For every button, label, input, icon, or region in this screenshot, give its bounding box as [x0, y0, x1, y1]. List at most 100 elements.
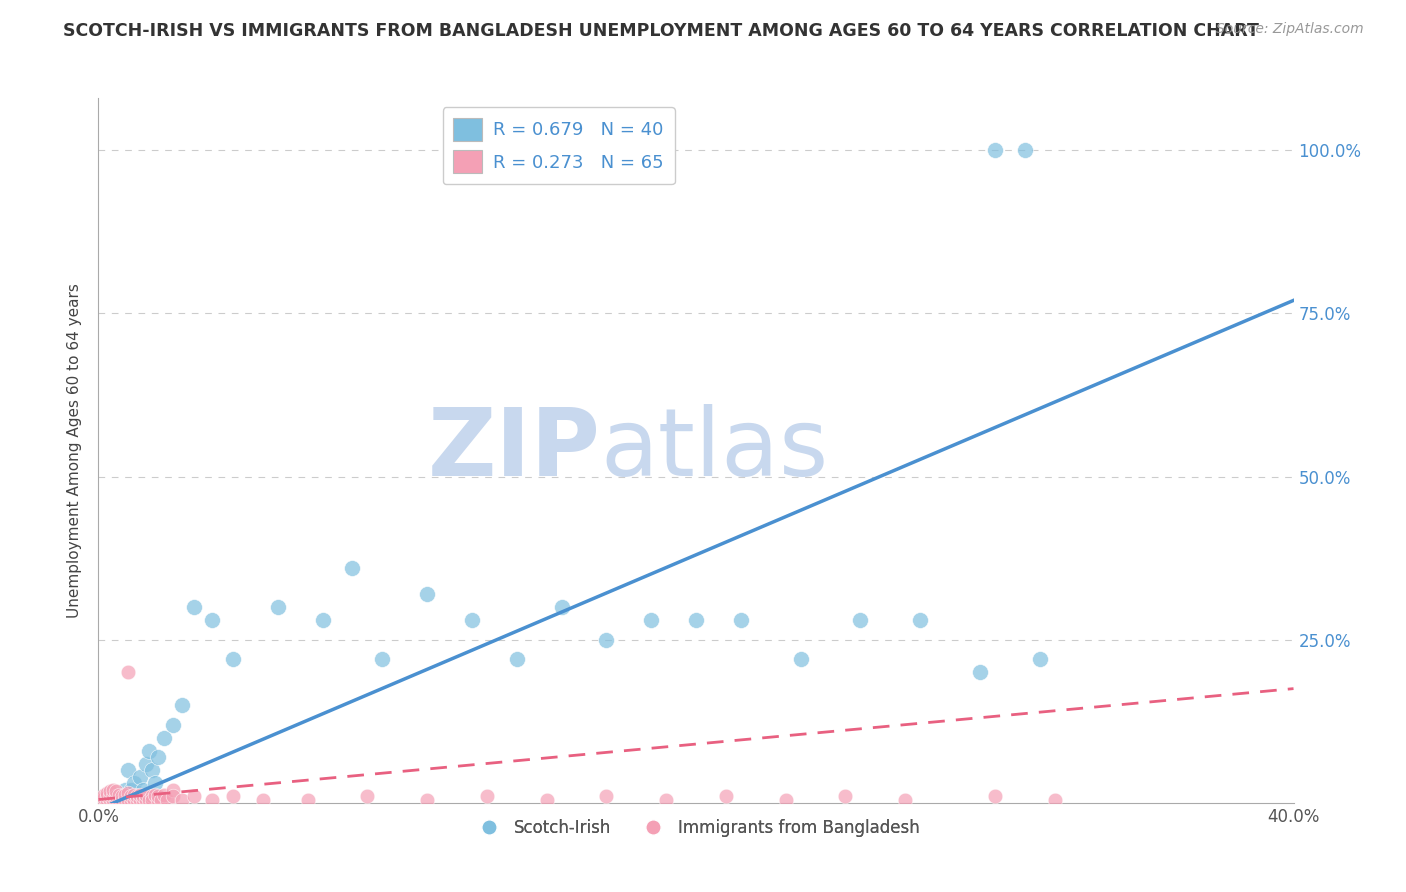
- Point: [132, 782, 155, 797]
- Text: atlas: atlas: [600, 404, 828, 497]
- Point: [984, 789, 1007, 804]
- Point: [129, 770, 152, 784]
- Point: [595, 632, 617, 647]
- Point: [172, 698, 194, 712]
- Point: [153, 731, 176, 745]
- Point: [114, 788, 136, 802]
- Point: [834, 789, 856, 804]
- Point: [124, 792, 146, 806]
- Point: [129, 792, 152, 806]
- Point: [120, 782, 142, 797]
- Point: [117, 763, 139, 777]
- Point: [143, 788, 166, 802]
- Text: SCOTCH-IRISH VS IMMIGRANTS FROM BANGLADESH UNEMPLOYMENT AMONG AGES 60 TO 64 YEAR: SCOTCH-IRISH VS IMMIGRANTS FROM BANGLADE…: [63, 22, 1260, 40]
- Point: [105, 792, 128, 806]
- Point: [153, 788, 176, 802]
- Point: [655, 792, 678, 806]
- Point: [103, 782, 125, 797]
- Point: [201, 792, 224, 806]
- Point: [111, 789, 134, 804]
- Point: [640, 613, 662, 627]
- Point: [730, 613, 752, 627]
- Point: [461, 613, 484, 627]
- Point: [127, 789, 149, 804]
- Point: [141, 792, 163, 806]
- Point: [132, 792, 155, 806]
- Point: [117, 792, 139, 806]
- Point: [93, 788, 115, 802]
- Point: [1043, 792, 1066, 806]
- Point: [96, 786, 118, 800]
- Point: [416, 792, 439, 806]
- Point: [105, 784, 128, 798]
- Point: [183, 789, 205, 804]
- Point: [138, 743, 160, 757]
- Point: [90, 792, 112, 806]
- Point: [550, 600, 572, 615]
- Point: [311, 613, 333, 627]
- Point: [120, 792, 142, 806]
- Point: [685, 613, 707, 627]
- Point: [252, 792, 274, 806]
- Point: [595, 789, 617, 804]
- Point: [162, 782, 184, 797]
- Point: [143, 776, 166, 790]
- Point: [93, 790, 115, 805]
- Point: [775, 792, 797, 806]
- Point: [141, 763, 163, 777]
- Point: [103, 792, 125, 806]
- Point: [172, 792, 194, 806]
- Point: [98, 789, 122, 804]
- Point: [129, 788, 152, 802]
- Point: [111, 792, 134, 806]
- Point: [156, 792, 179, 806]
- Point: [105, 789, 128, 804]
- Point: [148, 750, 170, 764]
- Point: [984, 144, 1007, 158]
- Point: [969, 665, 991, 680]
- Point: [114, 782, 136, 797]
- Point: [117, 665, 139, 680]
- Point: [96, 792, 118, 806]
- Point: [162, 717, 184, 731]
- Point: [117, 786, 139, 800]
- Point: [96, 792, 118, 806]
- Point: [141, 789, 163, 804]
- Point: [108, 792, 131, 806]
- Point: [98, 784, 122, 798]
- Point: [506, 652, 529, 666]
- Point: [127, 789, 149, 804]
- Text: ZIP: ZIP: [427, 404, 600, 497]
- Point: [267, 600, 290, 615]
- Point: [162, 789, 184, 804]
- Point: [475, 789, 498, 804]
- Point: [124, 788, 146, 802]
- Point: [148, 789, 170, 804]
- Point: [148, 792, 170, 806]
- Point: [120, 789, 142, 804]
- Point: [111, 792, 134, 806]
- Point: [124, 776, 146, 790]
- Point: [908, 613, 931, 627]
- Point: [132, 789, 155, 804]
- Point: [103, 789, 125, 804]
- Point: [222, 652, 245, 666]
- Point: [894, 792, 917, 806]
- Point: [127, 792, 149, 806]
- Point: [135, 788, 157, 802]
- Point: [114, 792, 136, 806]
- Point: [135, 792, 157, 806]
- Y-axis label: Unemployment Among Ages 60 to 64 years: Unemployment Among Ages 60 to 64 years: [66, 283, 82, 618]
- Point: [849, 613, 872, 627]
- Point: [297, 792, 319, 806]
- Point: [183, 600, 205, 615]
- Text: Source: ZipAtlas.com: Source: ZipAtlas.com: [1216, 22, 1364, 37]
- Point: [536, 792, 558, 806]
- Point: [105, 789, 128, 804]
- Point: [356, 789, 378, 804]
- Point: [371, 652, 394, 666]
- Point: [96, 789, 118, 804]
- Point: [1014, 144, 1036, 158]
- Legend: Scotch-Irish, Immigrants from Bangladesh: Scotch-Irish, Immigrants from Bangladesh: [465, 813, 927, 844]
- Point: [138, 792, 160, 806]
